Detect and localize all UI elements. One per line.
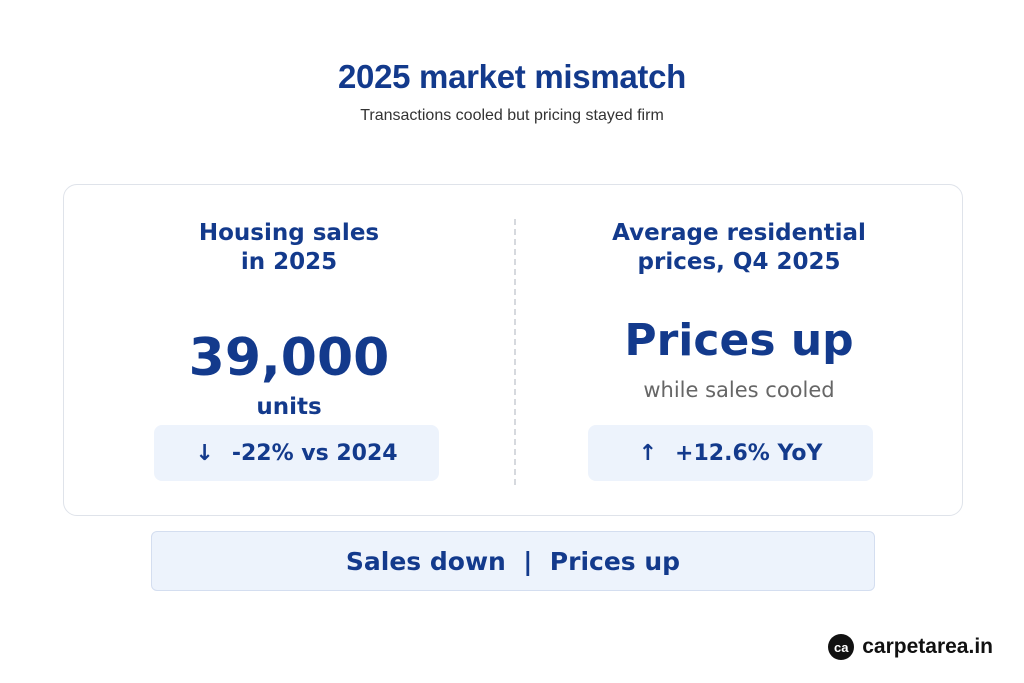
- sales-unit: units: [256, 394, 322, 420]
- sales-value: 39,000: [188, 328, 390, 388]
- arrow-down-icon: ↓: [195, 440, 214, 466]
- sales-change-text: -22% vs 2024: [231, 440, 398, 466]
- prices-headline: Prices up: [624, 315, 854, 366]
- sales-column: Housing sales in 2025 39,000 units ↓ -22%…: [64, 185, 514, 517]
- prices-change-badge: ↑ +12.6% YoY: [588, 425, 873, 481]
- prices-heading-line1: Average residential: [612, 220, 866, 246]
- sales-heading-line1: Housing sales: [198, 220, 380, 246]
- prices-change-text: +12.6% YoY: [675, 440, 823, 466]
- prices-note: while sales cooled: [643, 378, 835, 402]
- brand-name: carpetarea.in: [862, 635, 993, 658]
- arrow-up-icon: ↑: [638, 440, 658, 466]
- comparison-card: Housing sales in 2025 39,000 units ↓ -22%…: [63, 184, 963, 516]
- prices-column: Average residential prices, Q4 2025 Pric…: [514, 185, 964, 517]
- prices-heading: Average residential prices, Q4 2025: [514, 219, 964, 277]
- sales-heading-line2: in 2025: [240, 249, 338, 275]
- brand-footer[interactable]: ca carpetarea.in: [828, 634, 993, 660]
- sales-change-badge: ↓ -22% vs 2024: [154, 425, 439, 481]
- page-subtitle: Transactions cooled but pricing stayed f…: [360, 107, 664, 124]
- summary-banner: Sales down | Prices up: [151, 531, 875, 591]
- brand-logo-icon: ca: [828, 634, 855, 660]
- prices-heading-line2: prices, Q4 2025: [637, 249, 841, 275]
- card-divider: [514, 219, 516, 485]
- page-title: 2025 market mismatch: [337, 58, 687, 95]
- sales-heading: Housing sales in 2025: [64, 219, 514, 277]
